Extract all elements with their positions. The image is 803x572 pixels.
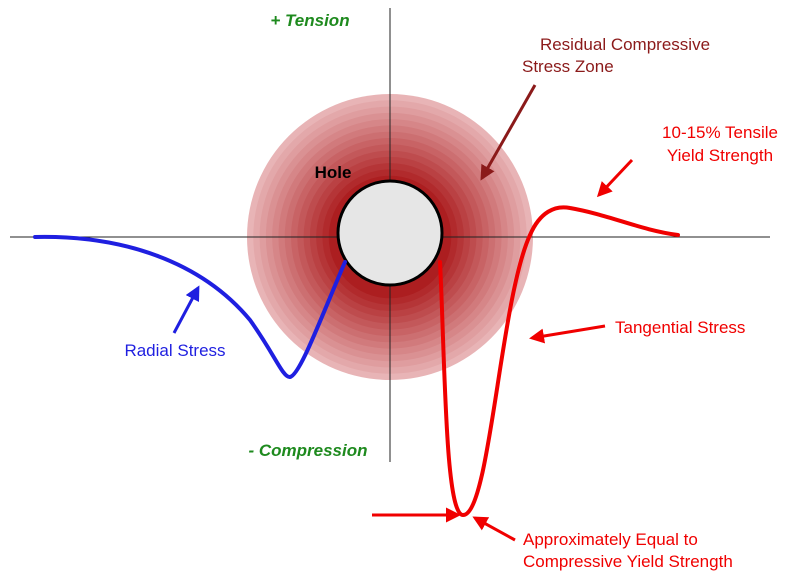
annotation: Yield Strength [667, 146, 773, 165]
compression-label: - Compression [248, 441, 367, 460]
arrow [172, 285, 200, 334]
annotation: Compressive Yield Strength [523, 552, 733, 571]
arrow [480, 84, 537, 181]
annotation: 10-15% Tensile [662, 123, 778, 142]
tangential-label: Tangential Stress [615, 318, 745, 337]
arrow [529, 324, 606, 344]
annotation: Approximately Equal to [523, 530, 698, 549]
arrow [472, 516, 516, 542]
arrow [596, 158, 634, 198]
hole-label: Hole [315, 163, 352, 182]
zone-label: Stress Zone [522, 57, 614, 76]
tension-label: + Tension [270, 11, 349, 30]
radial-label: Radial Stress [124, 341, 225, 360]
zone-label: Residual Compressive [540, 35, 710, 54]
hole [336, 179, 444, 287]
tangential-curve [438, 205, 680, 518]
radial-curve [33, 234, 347, 379]
